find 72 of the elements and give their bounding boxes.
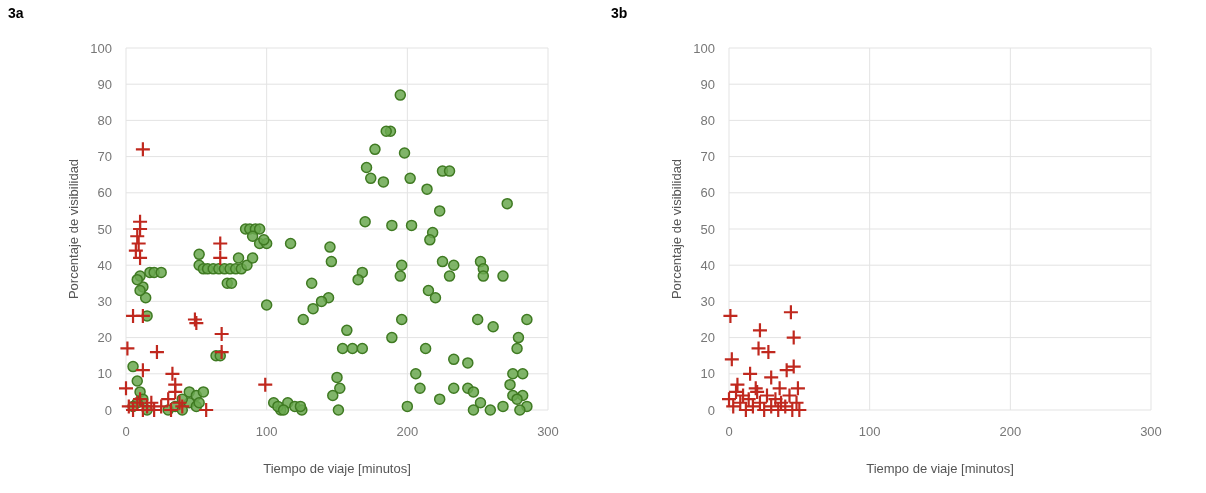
x-tick-label: 0	[725, 424, 733, 439]
point	[212, 249, 229, 267]
y-tick-label: 90	[97, 76, 112, 92]
y-axis-title: Porcentaje de visibilidad	[66, 158, 81, 300]
point	[722, 307, 739, 324]
point	[785, 329, 802, 346]
point	[213, 325, 230, 343]
point	[134, 362, 151, 379]
y-tick-label: 70	[700, 149, 715, 165]
y-tick-label: 10	[700, 366, 715, 382]
point	[212, 235, 229, 252]
y-tick-label: 80	[97, 112, 112, 128]
y-tick-label: 80	[700, 112, 715, 128]
point	[257, 376, 274, 393]
point	[119, 340, 136, 357]
point	[148, 343, 166, 361]
point	[120, 398, 137, 415]
y-tick-label: 20	[700, 330, 715, 346]
y-tick-label: 40	[97, 257, 112, 273]
x-tick-label: 0	[122, 424, 130, 439]
y-axis-title: Porcentaje de visibilidad	[669, 158, 684, 300]
point	[129, 228, 146, 245]
point	[213, 343, 230, 361]
x-tick-label: 300	[537, 424, 559, 439]
y-tick-label: 10	[97, 366, 112, 382]
point	[186, 311, 204, 328]
y-tick-label: 30	[700, 293, 715, 309]
point	[750, 340, 767, 357]
point	[153, 398, 170, 415]
point	[742, 365, 759, 382]
point	[174, 398, 191, 415]
point	[134, 141, 151, 158]
x-tick-label: 300	[1140, 424, 1162, 439]
point	[198, 401, 215, 419]
y-tick-label: 0	[104, 402, 112, 418]
y-tick-label: 100	[693, 40, 715, 56]
x-axis-title: Tiempo de viaje [minutos]	[866, 461, 1014, 476]
y-tick-label: 20	[97, 330, 112, 346]
y-tick-label: 60	[700, 185, 715, 201]
point	[785, 358, 802, 375]
x-tick-label: 200	[396, 424, 419, 439]
point	[167, 383, 184, 400]
y-tick-label: 90	[700, 76, 715, 92]
point	[782, 304, 799, 321]
y-tick-label: 60	[97, 185, 112, 201]
point	[171, 394, 188, 411]
point	[164, 365, 181, 382]
point	[117, 380, 135, 397]
point	[751, 322, 769, 339]
point	[760, 343, 777, 361]
y-tick-label: 30	[97, 293, 112, 309]
x-tick-label: 200	[999, 424, 1022, 439]
point	[131, 220, 149, 238]
point	[789, 380, 807, 397]
x-tick-label: 100	[255, 424, 278, 439]
chart-title: 3a	[8, 5, 24, 21]
point	[188, 315, 205, 332]
y-tick-label: 50	[97, 221, 112, 237]
y-tick-label: 50	[700, 221, 715, 237]
x-axis-title: Tiempo de viaje [minutos]	[263, 461, 411, 476]
point	[134, 307, 151, 324]
y-tick-label: 100	[90, 40, 112, 56]
point	[160, 391, 177, 408]
point	[723, 351, 740, 368]
point	[162, 401, 180, 419]
point	[778, 362, 795, 379]
x-tick-label: 100	[858, 424, 881, 439]
chart-title: 3b	[611, 5, 628, 21]
point	[130, 235, 147, 252]
y-tick-label: 40	[700, 257, 715, 273]
y-tick-label: 0	[707, 402, 715, 418]
y-tick-label: 70	[97, 149, 112, 165]
